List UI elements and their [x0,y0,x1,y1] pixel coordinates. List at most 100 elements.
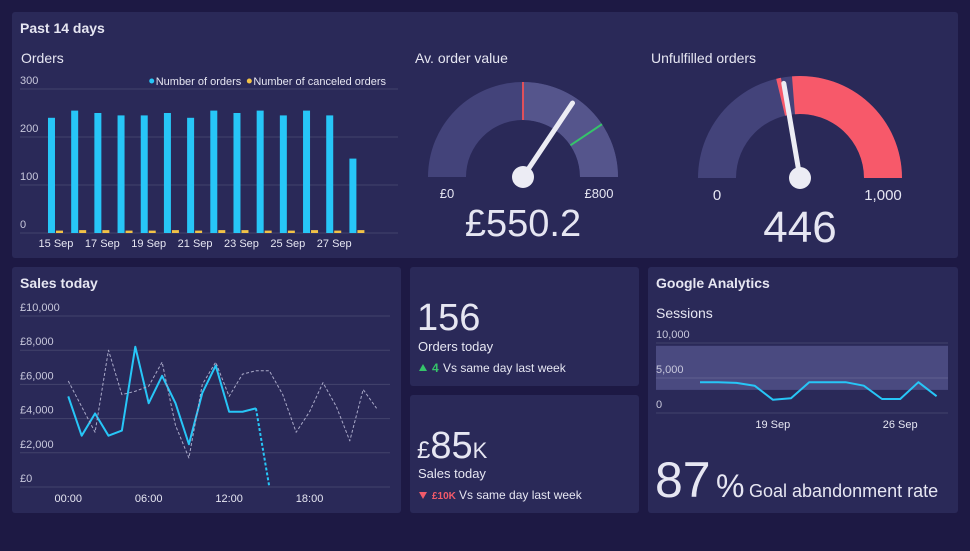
x-tick-label: 00:00 [54,493,82,505]
y-tick-label: 300 [20,75,38,87]
x-tick-label: 27 Sep [317,238,352,250]
y-tick-label: £2,000 [20,439,54,451]
bar [102,230,110,233]
x-tick-label: 15 Sep [39,238,74,250]
gauge-band [791,76,902,178]
y-tick-label: £0 [20,473,32,485]
y-tick-label: £4,000 [20,405,54,417]
gauge-hub [512,166,534,188]
up-arrow [419,364,427,371]
x-tick-label: 18:00 [296,493,324,505]
x-tick-label: 06:00 [135,493,163,505]
chart-title: Unfulfilled orders [651,50,756,66]
gauge-tick-label: 1,000 [864,187,902,204]
line-series [700,381,938,401]
kpi-prefix: £ [417,437,430,464]
kpi-delta: £10K [432,491,457,502]
bar [326,115,334,233]
y-tick-label: £8,000 [20,336,54,348]
range-band [656,345,948,390]
y-tick-label: £6,000 [20,370,54,382]
x-tick-label: 19 Sep [755,419,790,431]
bar [55,230,63,233]
x-tick-label: 17 Sep [85,238,120,250]
panel [410,267,639,386]
gauge-tick-label: 0 [713,187,721,204]
legend-swatch [149,78,155,84]
gauge-band [523,82,618,177]
legend-label: Number of orders [156,76,242,88]
kpi-suffix: K [473,438,488,463]
y-tick-label: £10,000 [20,302,60,314]
gauge-tick-label: £0 [440,186,454,201]
y-tick-label: 100 [20,171,38,183]
bar [140,115,148,233]
y-tick-label: 5,000 [656,364,684,376]
kpi-value: £85K [417,425,488,467]
bar [311,230,319,233]
kpi-unit: % [716,468,744,504]
kpi-amount: 85 [430,425,472,467]
down-arrow [419,492,427,499]
line-series [67,345,257,446]
chart-title: Sessions [656,305,713,321]
x-tick-label: 19 Sep [131,238,166,250]
bar [171,230,179,233]
legend-label: Number of canceled orders [253,76,386,88]
bar [256,110,264,233]
bar [218,230,226,233]
kpi-label: Goal abandonment rate [749,481,938,501]
gauge-value: 446 [763,203,836,252]
line-series [254,408,271,488]
gauge-hub [789,167,811,189]
bar [303,110,311,233]
bar [287,230,295,233]
bar [47,117,55,233]
panel [410,395,639,513]
gauge-tick-label: £800 [585,186,614,201]
kpi-delta: 4 [432,361,439,375]
bar [195,230,203,233]
gauge-band [776,77,789,116]
panel [648,267,958,513]
legend-swatch [246,78,252,84]
bar [71,110,79,233]
panel-title: Google Analytics [656,275,770,291]
line-series [67,349,378,459]
kpi-value: 87 [655,452,711,508]
x-tick-label: 23 Sep [224,238,259,250]
kpi-label: Orders today [418,339,494,354]
x-tick-label: 26 Sep [883,419,918,431]
x-tick-label: 21 Sep [178,238,213,250]
chart-title: Av. order value [415,50,508,66]
gauge-marker [569,123,603,147]
kpi-value: 156 [417,297,480,339]
y-tick-label: 0 [20,219,26,231]
panel [12,12,958,258]
bar [334,230,342,233]
gauge-needle [781,80,803,181]
bar [117,115,125,233]
bar [94,113,102,233]
gauge-value: £550.2 [465,203,581,245]
bar [357,230,365,233]
bar [187,117,195,233]
bar [241,230,249,233]
y-tick-label: 0 [656,399,662,411]
y-tick-label: 200 [20,123,38,135]
bar [163,113,171,233]
x-tick-label: 12:00 [215,493,243,505]
bar [125,230,133,233]
panel [12,267,401,513]
kpi-delta-text: Vs same day last week [443,361,567,375]
gauge-needle [520,100,576,180]
bar [279,115,287,233]
chart-title: Sales today [20,275,98,291]
kpi-delta-text: Vs same day last week [459,488,583,502]
bar [233,113,241,233]
bar [264,230,272,233]
kpi-label: Sales today [418,466,486,481]
bar [210,110,218,233]
